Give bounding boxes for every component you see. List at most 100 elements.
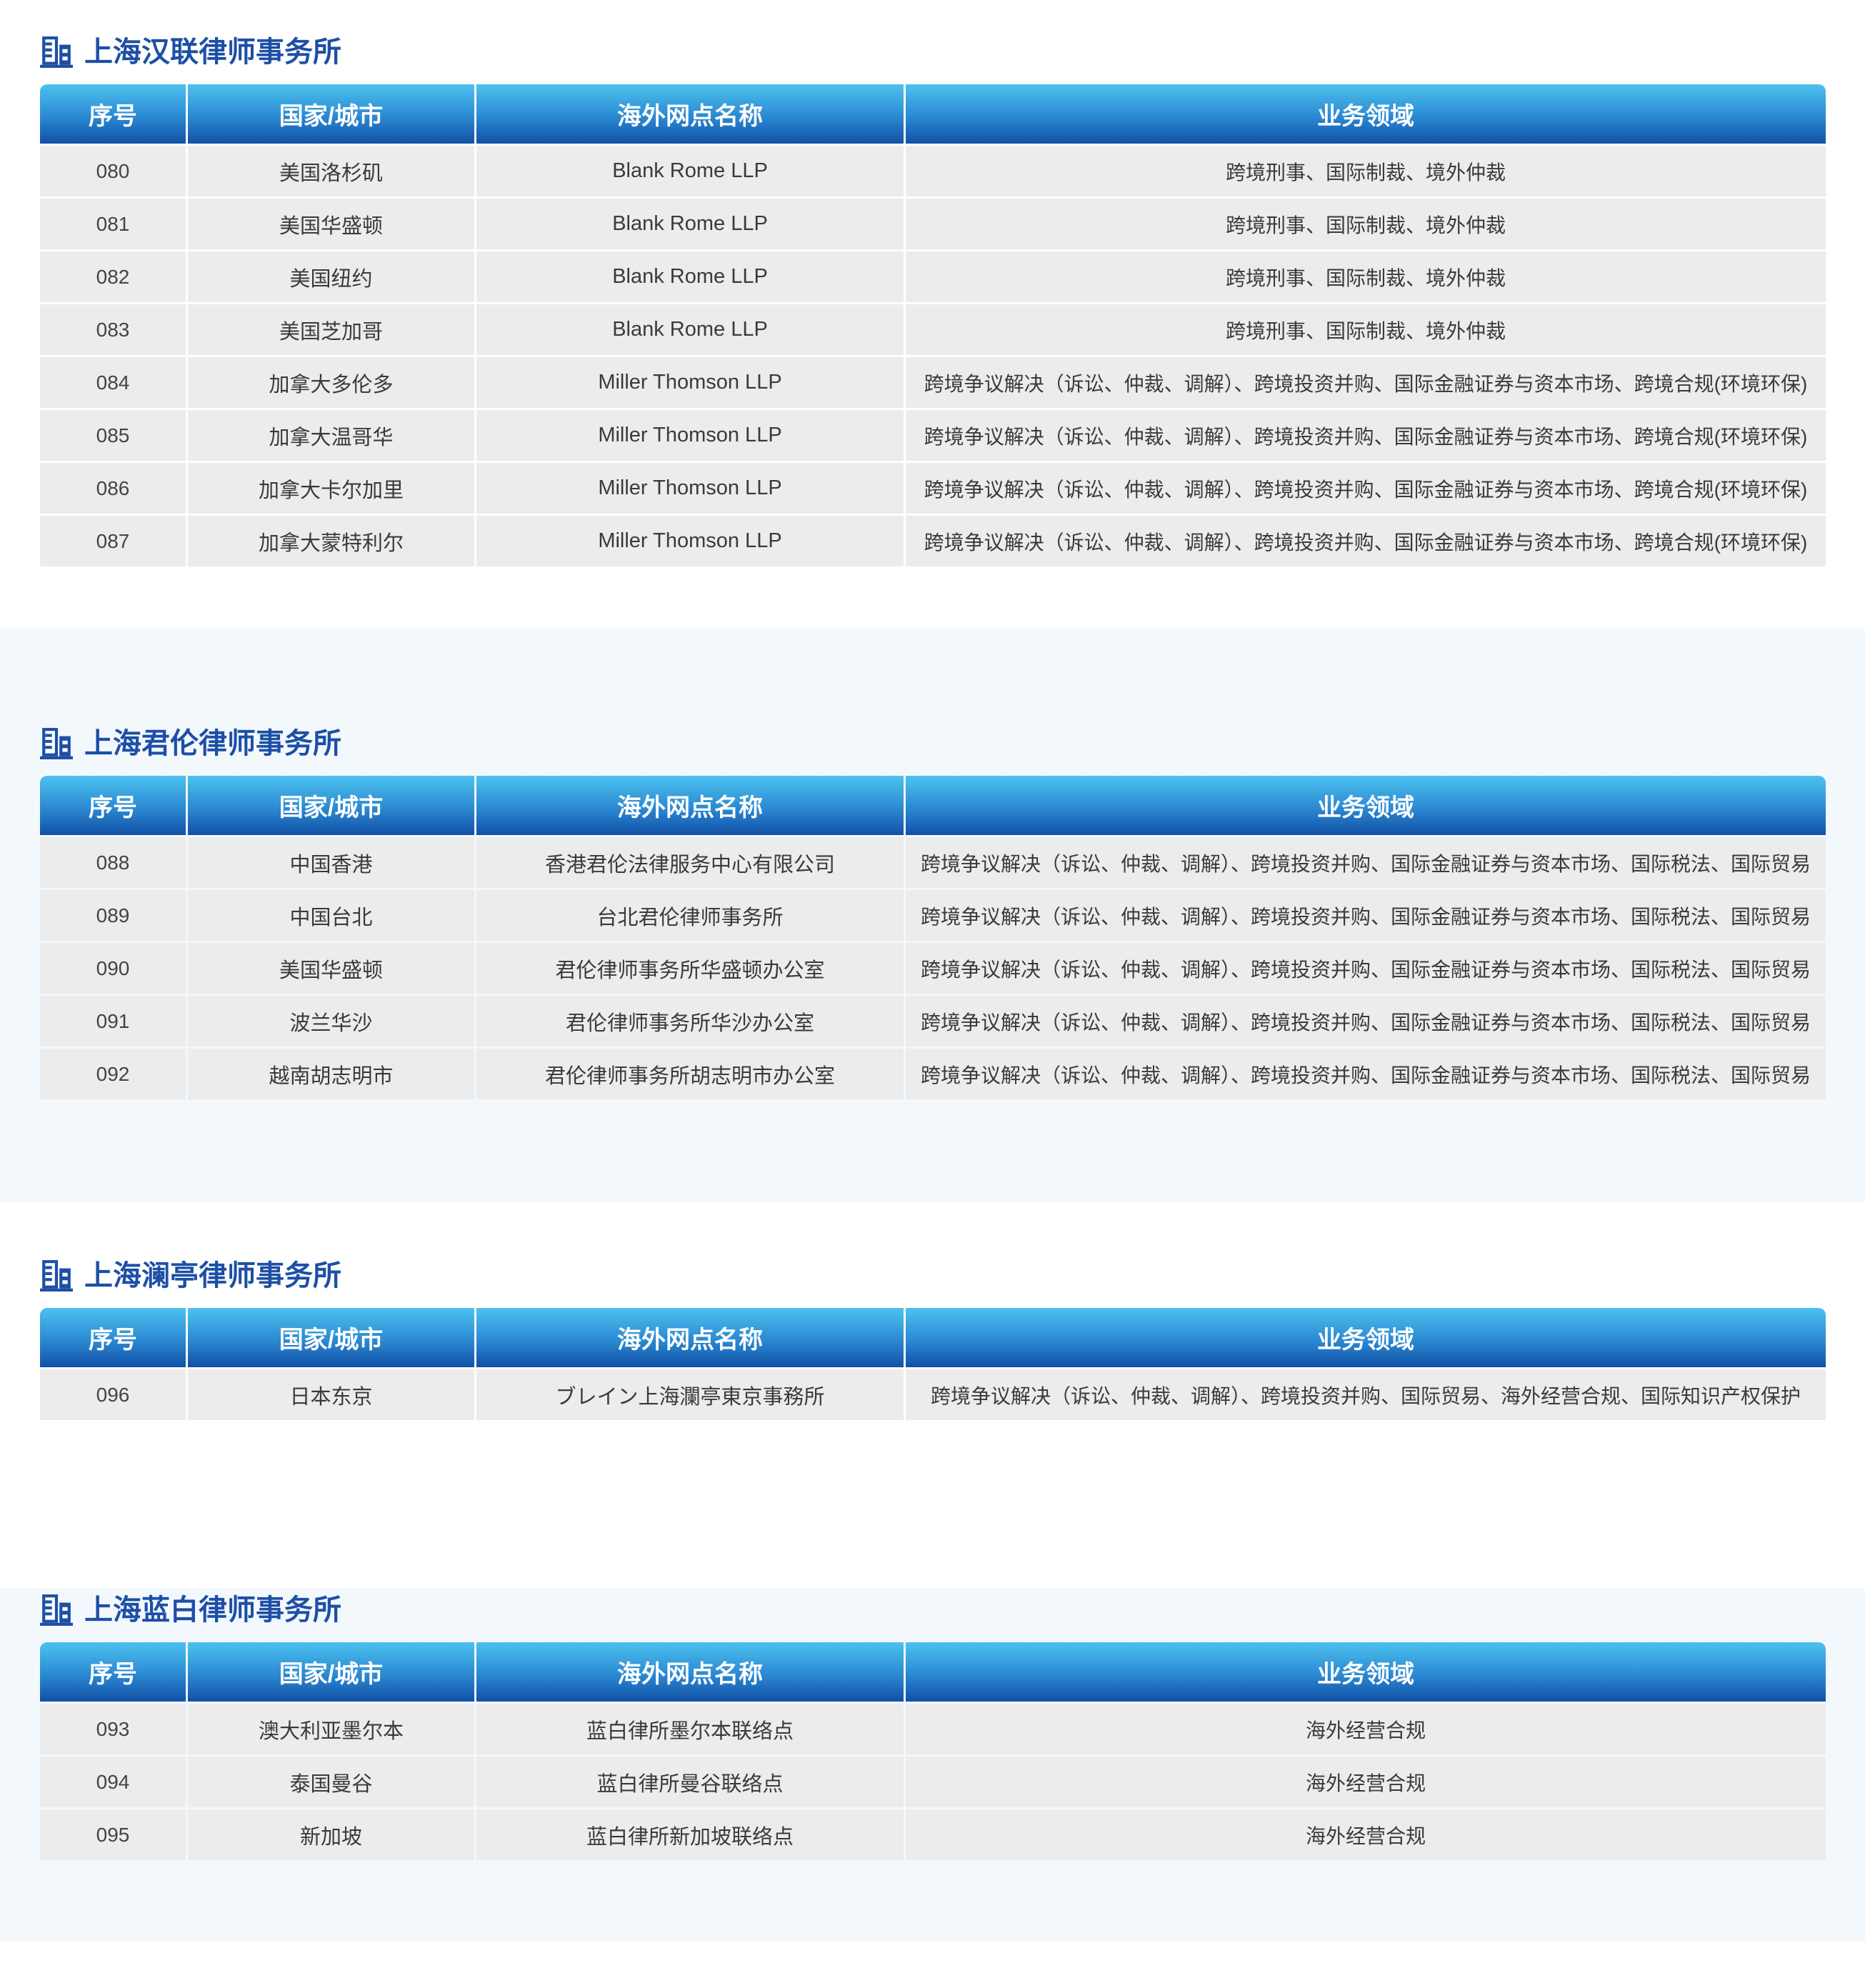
table-row: 085 加拿大温哥华 Miller Thomson LLP 跨境争议解决（诉讼、仲裁、… <box>40 408 1826 461</box>
section-content: 上海君伦律师事务所 序号 国家/城市 海外网点名称 业务领域 088 中国香港 香港君伦法… <box>40 727 1826 1099</box>
table-row: 087 加拿大蒙特利尔 Miller Thomson LLP 跨境争议解决（诉讼、仲裁… <box>40 514 1826 566</box>
column-header-0: 序号 <box>89 1661 137 1688</box>
cell-areas: 跨境争议解决（诉讼、仲裁、调解）、跨境投资并购、国际金融证券与资本市场、跨境合规… <box>904 410 1826 461</box>
cell-city: 加拿大多伦多 <box>186 357 474 408</box>
branch-table: 序号 国家/城市 海外网点名称 业务领域 093 澳大利亚墨尔本 蓝白律所墨尔本联络点 海外… <box>40 1642 1826 1860</box>
firm-title-text: 上海澜亭律师事务所 <box>84 1260 341 1292</box>
cell-no: 080 <box>96 159 130 182</box>
cell-areas: 跨境刑事、国际制裁、境外仲裁 <box>904 199 1826 249</box>
table-row: 093 澳大利亚墨尔本 蓝白律所墨尔本联络点 海外经营合规 <box>40 1702 1826 1754</box>
column-header-3: 业务领域 <box>904 776 1826 835</box>
cell-areas: 跨境争议解决（诉讼、仲裁、调解）、跨境投资并购、国际金融证券与资本市场、国际税法… <box>904 996 1826 1047</box>
table-row: 084 加拿大多伦多 Miller Thomson LLP 跨境争议解决（诉讼、仲裁、… <box>40 355 1826 408</box>
table-header-row: 序号 国家/城市 海外网点名称 业务领域 <box>40 1642 1826 1702</box>
cell-no: 096 <box>96 1383 130 1406</box>
cell-no: 093 <box>96 1717 130 1740</box>
cell-city: 波兰华沙 <box>186 996 474 1047</box>
table-row: 083 美国芝加哥 Blank Rome LLP 跨境刑事、国际制裁、境外仲裁 <box>40 302 1826 355</box>
cell-city: 泰国曼谷 <box>186 1757 474 1807</box>
table-row: 080 美国洛杉矶 Blank Rome LLP 跨境刑事、国际制裁、境外仲裁 <box>40 144 1826 196</box>
firm-title: 上海蓝白律师事务所 <box>40 1594 1826 1627</box>
table-row: 081 美国华盛顿 Blank Rome LLP 跨境刑事、国际制裁、境外仲裁 <box>40 196 1826 249</box>
cell-city: 加拿大蒙特利尔 <box>186 516 474 566</box>
law-firm-section: 上海君伦律师事务所 序号 国家/城市 海外网点名称 业务领域 088 中国香港 香港君伦法… <box>0 629 1865 1202</box>
column-header-2: 海外网点名称 <box>474 84 904 144</box>
column-header-2: 海外网点名称 <box>474 1308 904 1367</box>
section-content: 上海澜亭律师事务所 序号 国家/城市 海外网点名称 业务领域 096 日本东京 ブレイン上… <box>40 1259 1826 1420</box>
cell-office: 香港君伦法律服务中心有限公司 <box>474 837 904 888</box>
table-header-row: 序号 国家/城市 海外网点名称 业务领域 <box>40 84 1826 144</box>
column-header-2: 海外网点名称 <box>474 776 904 835</box>
table-header-row: 序号 国家/城市 海外网点名称 业务领域 <box>40 1308 1826 1367</box>
firm-title: 上海汉联律师事务所 <box>40 36 1826 69</box>
building-icon <box>40 1260 73 1292</box>
cell-city: 日本东京 <box>186 1369 474 1420</box>
cell-office: Blank Rome LLP <box>474 304 904 355</box>
table-row: 091 波兰华沙 君伦律师事务所华沙办公室 跨境争议解决（诉讼、仲裁、调解）、跨境投资… <box>40 994 1826 1047</box>
table-header-row: 序号 国家/城市 海外网点名称 业务领域 <box>40 776 1826 835</box>
cell-no: 082 <box>96 265 130 288</box>
column-header-3: 业务领域 <box>904 1642 1826 1702</box>
table-row: 090 美国华盛顿 君伦律师事务所华盛顿办公室 跨境争议解决（诉讼、仲裁、调解）、跨境… <box>40 941 1826 994</box>
firm-title-text: 上海蓝白律师事务所 <box>84 1594 341 1626</box>
building-icon <box>40 1594 73 1626</box>
cell-office: Miller Thomson LLP <box>474 463 904 514</box>
cell-office: Blank Rome LLP <box>474 199 904 249</box>
cell-office: 君伦律师事务所华沙办公室 <box>474 996 904 1047</box>
column-header-0: 序号 <box>89 794 137 821</box>
table-body: 093 澳大利亚墨尔本 蓝白律所墨尔本联络点 海外经营合规 094 泰国曼谷 蓝白律所曼谷联… <box>40 1702 1826 1860</box>
cell-office: Miller Thomson LLP <box>474 357 904 408</box>
table-row: 096 日本东京 ブレイン上海瀾亭東京事務所 跨境争议解决（诉讼、仲裁、调解）、跨境投… <box>40 1367 1826 1420</box>
cell-areas: 跨境争议解决（诉讼、仲裁、调解）、跨境投资并购、国际金融证券与资本市场、跨境合规… <box>904 516 1826 566</box>
cell-no: 083 <box>96 318 130 341</box>
cell-office: 君伦律师事务所胡志明市办公室 <box>474 1049 904 1099</box>
cell-city: 中国台北 <box>186 890 474 941</box>
cell-office: Blank Rome LLP <box>474 251 904 302</box>
cell-no: 085 <box>96 424 130 446</box>
section-content: 上海汉联律师事务所 序号 国家/城市 海外网点名称 业务领域 080 美国洛杉矶 Blan… <box>40 36 1826 566</box>
column-header-0: 序号 <box>89 103 137 130</box>
cell-city: 美国华盛顿 <box>186 199 474 249</box>
cell-no: 090 <box>96 956 130 979</box>
cell-city: 加拿大卡尔加里 <box>186 463 474 514</box>
column-header-0: 序号 <box>89 1327 137 1354</box>
cell-city: 越南胡志明市 <box>186 1049 474 1099</box>
cell-areas: 跨境争议解决（诉讼、仲裁、调解）、跨境投资并购、国际金融证券与资本市场、国际税法… <box>904 943 1826 994</box>
cell-office: 蓝白律所新加坡联络点 <box>474 1809 904 1860</box>
table-body: 096 日本东京 ブレイン上海瀾亭東京事務所 跨境争议解决（诉讼、仲裁、调解）、跨境投… <box>40 1367 1826 1420</box>
cell-office: Miller Thomson LLP <box>474 410 904 461</box>
cell-no: 084 <box>96 371 130 394</box>
building-icon <box>40 728 73 759</box>
column-header-1: 国家/城市 <box>186 1308 474 1367</box>
cell-city: 美国洛杉矶 <box>186 146 474 196</box>
table-body: 080 美国洛杉矶 Blank Rome LLP 跨境刑事、国际制裁、境外仲裁 081 美… <box>40 144 1826 566</box>
table-row: 094 泰国曼谷 蓝白律所曼谷联络点 海外经营合规 <box>40 1754 1826 1807</box>
cell-no: 088 <box>96 851 130 874</box>
cell-office: ブレイン上海瀾亭東京事務所 <box>474 1369 904 1420</box>
cell-areas: 跨境争议解决（诉讼、仲裁、调解）、跨境投资并购、国际金融证券与资本市场、跨境合规… <box>904 357 1826 408</box>
cell-no: 081 <box>96 212 130 235</box>
cell-office: Blank Rome LLP <box>474 146 904 196</box>
section-content: 上海蓝白律师事务所 序号 国家/城市 海外网点名称 业务领域 093 澳大利亚墨尔本 蓝白… <box>40 1594 1826 1860</box>
cell-no: 089 <box>96 904 130 926</box>
cell-office: Miller Thomson LLP <box>474 516 904 566</box>
column-header-1: 国家/城市 <box>186 84 474 144</box>
column-header-3: 业务领域 <box>904 84 1826 144</box>
cell-city: 澳大利亚墨尔本 <box>186 1704 474 1754</box>
firm-title-text: 上海汉联律师事务所 <box>84 36 341 68</box>
column-header-3: 业务领域 <box>904 1308 1826 1367</box>
cell-city: 美国华盛顿 <box>186 943 474 994</box>
table-row: 086 加拿大卡尔加里 Miller Thomson LLP 跨境争议解决（诉讼、仲裁… <box>40 461 1826 514</box>
cell-areas: 跨境争议解决（诉讼、仲裁、调解）、跨境投资并购、国际金融证券与资本市场、国际税法… <box>904 837 1826 888</box>
cell-areas: 跨境刑事、国际制裁、境外仲裁 <box>904 304 1826 355</box>
table-row: 088 中国香港 香港君伦法律服务中心有限公司 跨境争议解决（诉讼、仲裁、调解）、跨境… <box>40 835 1826 888</box>
column-header-1: 国家/城市 <box>186 1642 474 1702</box>
firm-title: 上海澜亭律师事务所 <box>40 1259 1826 1292</box>
cell-areas: 海外经营合规 <box>904 1704 1826 1754</box>
building-icon <box>40 36 73 68</box>
cell-office: 蓝白律所曼谷联络点 <box>474 1757 904 1807</box>
firm-title-text: 上海君伦律师事务所 <box>84 728 341 759</box>
cell-areas: 跨境争议解决（诉讼、仲裁、调解）、跨境投资并购、国际金融证券与资本市场、国际税法… <box>904 890 1826 941</box>
cell-city: 美国纽约 <box>186 251 474 302</box>
